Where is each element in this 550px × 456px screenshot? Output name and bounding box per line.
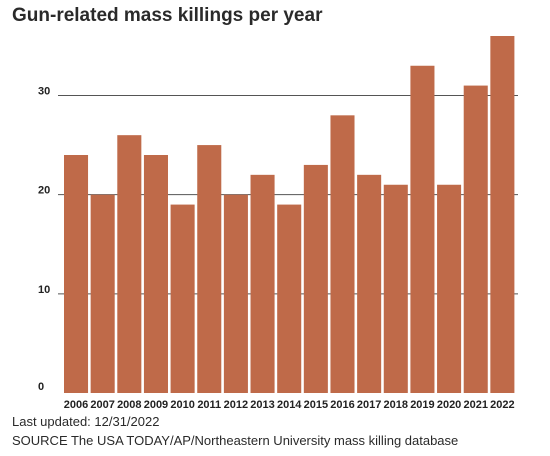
x-tick-label: 2019 — [410, 399, 434, 411]
bar-2006 — [64, 155, 89, 393]
x-tick-label: 2008 — [117, 399, 141, 411]
x-tick-label: 2009 — [144, 399, 168, 411]
y-tick-label: 0 — [38, 381, 44, 393]
bar-2014 — [277, 204, 302, 393]
last-updated-note: Last updated: 12/31/2022 — [12, 414, 160, 429]
x-tick-label: 2010 — [170, 399, 194, 411]
x-tick-label: 2016 — [330, 399, 354, 411]
bar-2012 — [223, 194, 248, 393]
bar-2010 — [170, 204, 195, 393]
x-tick-label: 2020 — [437, 399, 461, 411]
bar-2008 — [117, 135, 142, 394]
bar-2019 — [410, 65, 435, 393]
x-tick-label: 2007 — [90, 399, 114, 411]
bar-2022 — [490, 36, 515, 393]
y-tick-label: 30 — [38, 86, 50, 98]
source-note: SOURCE The USA TODAY/AP/Northeastern Uni… — [12, 433, 459, 448]
bar-2011 — [197, 145, 222, 393]
x-tick-label: 2006 — [64, 399, 88, 411]
bar-2015 — [303, 164, 328, 393]
bars — [64, 36, 515, 394]
bar-2017 — [357, 174, 382, 393]
x-tick-label: 2011 — [197, 399, 221, 411]
x-tick-label: 2018 — [384, 399, 408, 411]
bar-2013 — [250, 174, 275, 393]
x-tick-label: 2014 — [277, 399, 302, 411]
x-tick-label: 2015 — [304, 399, 328, 411]
bar-2021 — [463, 85, 488, 393]
y-tick-label: 10 — [38, 284, 50, 296]
x-tick-label: 2022 — [490, 399, 514, 411]
chart-title: Gun-related mass killings per year — [12, 5, 323, 26]
bar-2007 — [90, 194, 115, 393]
x-tick-label: 2021 — [463, 399, 487, 411]
bar-2020 — [437, 184, 462, 393]
y-tick-label: 20 — [38, 185, 50, 197]
x-tick-label: 2013 — [250, 399, 274, 411]
x-tick-label: 2012 — [224, 399, 248, 411]
bar-2018 — [383, 184, 408, 393]
x-tick-label: 2017 — [357, 399, 381, 411]
bar-2009 — [143, 155, 168, 393]
bar-2016 — [330, 115, 355, 393]
x-axis-ticks: 2006 2007 2008 2009 2010 2011 2012 2013 2014 2015… — [64, 399, 515, 411]
y-axis-ticks: 0 10 20 30 — [38, 86, 50, 394]
